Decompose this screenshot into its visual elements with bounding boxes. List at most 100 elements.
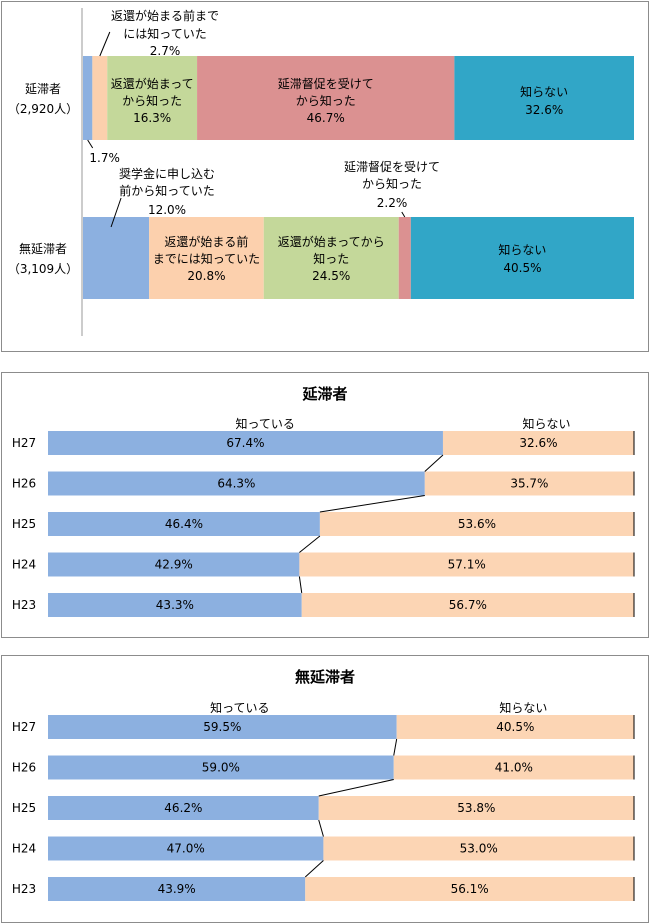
category-label: （2,920人）: [8, 102, 78, 116]
value-label: 53.0%: [460, 842, 498, 856]
category-label: H26: [12, 761, 36, 775]
bar-segment: [83, 56, 93, 140]
bar-segment: [305, 877, 634, 901]
bar-segment: [48, 836, 324, 861]
value-label: 41.0%: [495, 761, 533, 775]
series-label: 知らない: [522, 417, 570, 431]
callout-leader: [87, 139, 94, 149]
callout-leader: [99, 31, 111, 57]
value-label: 42.9%: [155, 558, 193, 572]
bar-segment: [48, 796, 319, 820]
series-label: 知った: [313, 252, 349, 266]
bar-segment: [398, 217, 411, 299]
value-label: 64.3%: [217, 477, 255, 491]
series-connector: [319, 495, 425, 513]
value-label: 24.5%: [312, 269, 350, 283]
delinquent-chart-panel: 延滞者 H27 67.4% 32.6% H26 64.3% 35.7% H25 46.4% 53…: [1, 372, 649, 638]
category-label: H25: [12, 801, 36, 815]
series-label: 延滞督促を受けて: [278, 76, 374, 91]
value-label: 43.9%: [158, 882, 196, 896]
value-label: 46.7%: [307, 111, 345, 125]
bar-segment: [149, 217, 264, 299]
series-label: 返還が始まる前まで: [111, 8, 219, 23]
category-label: H24: [12, 558, 36, 572]
value-label: 46.2%: [164, 801, 202, 815]
value-label: 46.4%: [165, 517, 203, 531]
series-connector: [318, 779, 394, 797]
callout-leader: [401, 211, 406, 218]
value-label: 47.0%: [167, 842, 205, 856]
value-label: 35.7%: [510, 477, 548, 491]
category-label: H23: [12, 598, 36, 612]
series-label: 返還が始まって: [111, 76, 194, 91]
category-label: H23: [12, 882, 36, 896]
bar-segment: [48, 552, 300, 577]
bar-segment: [48, 512, 320, 536]
value-label: 67.4%: [226, 436, 264, 450]
value-label: 53.8%: [457, 801, 495, 815]
bar-segment: [424, 471, 634, 496]
series-label: 知らない: [520, 85, 568, 99]
value-label: 40.5%: [496, 720, 534, 734]
series-label: から知った: [362, 177, 422, 191]
bar-segment: [48, 715, 397, 739]
callout-leader: [110, 197, 122, 228]
series-connector: [299, 535, 321, 553]
series-label: 前から知っていた: [119, 183, 214, 198]
bar-segment: [48, 755, 394, 780]
value-label: 56.7%: [449, 598, 487, 612]
bar-segment: [323, 836, 634, 861]
value-label: 57.1%: [448, 558, 486, 572]
bar-segment: [48, 593, 302, 617]
value-label: 2.7%: [150, 44, 181, 58]
series-label: までには知っていた: [153, 252, 260, 266]
series-label: 返還が始まる前: [164, 234, 248, 249]
bar-segment: [396, 715, 634, 739]
value-label: 40.5%: [503, 261, 541, 275]
bar-segment: [48, 471, 425, 496]
series-label: 知らない: [498, 243, 546, 257]
series-connector: [298, 576, 303, 594]
value-label: 53.6%: [458, 517, 496, 531]
bar-segment: [48, 877, 306, 901]
non-delinquent-chart-title: 無延滞者: [294, 668, 355, 686]
value-label: 20.8%: [187, 269, 225, 283]
top-stacked-bar-chart: 延滞者 （2,920人） 無延滞者 （3,109人） 1.7% 返還が始まる前までには知っ…: [8, 8, 634, 336]
series-label: 奨学金に申し込む: [119, 166, 215, 181]
value-label: 32.6%: [525, 103, 563, 117]
bar-segment: [48, 431, 443, 455]
category-label: H25: [12, 517, 36, 531]
value-label: 59.5%: [203, 720, 241, 734]
category-label: （3,109人）: [8, 262, 78, 276]
series-label: 返還が始まってから: [278, 234, 385, 249]
series-connector: [304, 860, 324, 878]
bar-segment: [107, 56, 198, 140]
bar-segment: [410, 217, 634, 299]
non-delinquent-trend-chart: H27 59.5% 40.5% H26 59.0% 41.0% H25 46.2% 53.8% H…: [12, 701, 635, 901]
value-label: 32.6%: [519, 436, 557, 450]
bar-segment: [442, 431, 634, 455]
bar-segment: [92, 56, 108, 140]
bar-segment: [263, 217, 399, 299]
non-delinquent-chart-panel: 無延滞者 H27 59.5% 40.5% H26 59.0% 41.0% H25 46.2% 5…: [1, 655, 649, 923]
bar-segment: [83, 217, 150, 299]
series-label: 延滞督促を受けて: [344, 159, 440, 174]
value-label: 2.2%: [377, 196, 408, 210]
category-label: H24: [12, 842, 36, 856]
value-label: 1.7%: [89, 151, 120, 165]
series-label: には知っていた: [123, 27, 206, 41]
value-label: 59.0%: [202, 761, 240, 775]
series-label: から知った: [296, 94, 356, 108]
delinquent-chart-title: 延滞者: [302, 385, 348, 403]
bar-segment: [319, 512, 634, 536]
category-label: H27: [12, 436, 36, 450]
series-label: 知っている: [236, 417, 295, 431]
series-label: から知った: [122, 94, 182, 108]
series-connector: [424, 454, 444, 472]
series-label: 知らない: [499, 701, 547, 715]
delinquent-trend-chart: H27 67.4% 32.6% H26 64.3% 35.7% H25 46.4% 53.6% H…: [12, 417, 635, 617]
top-chart-panel: 延滞者 （2,920人） 無延滞者 （3,109人） 1.7% 返還が始まる前まで には知っ…: [1, 1, 649, 352]
bar-segment: [301, 593, 634, 617]
series-label: 知っている: [210, 701, 269, 715]
value-label: 43.3%: [156, 598, 194, 612]
